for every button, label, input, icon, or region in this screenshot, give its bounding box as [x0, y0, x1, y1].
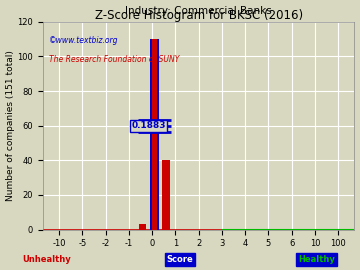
Text: Industry: Commercial Banks: Industry: Commercial Banks	[125, 6, 272, 16]
Text: ©www.textbiz.org: ©www.textbiz.org	[49, 36, 118, 45]
Bar	[162, 160, 170, 230]
Title: Z-Score Histogram for BKSC (2016): Z-Score Histogram for BKSC (2016)	[95, 9, 303, 22]
Bar	[139, 224, 146, 229]
Bar	[152, 39, 157, 230]
Text: 0.1883: 0.1883	[131, 121, 166, 130]
Bar	[150, 39, 158, 230]
Text: Healthy: Healthy	[298, 255, 335, 264]
Text: The Research Foundation of SUNY: The Research Foundation of SUNY	[49, 55, 179, 64]
Text: Unhealthy: Unhealthy	[22, 255, 71, 264]
Text: Score: Score	[167, 255, 193, 264]
Y-axis label: Number of companies (151 total): Number of companies (151 total)	[5, 50, 14, 201]
